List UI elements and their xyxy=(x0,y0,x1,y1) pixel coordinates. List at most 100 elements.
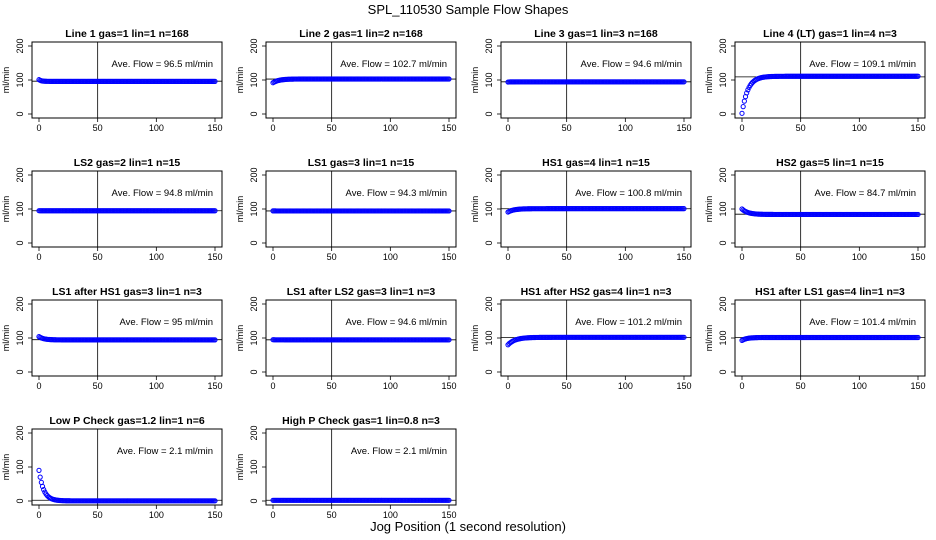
x-tick-label: 50 xyxy=(562,123,572,133)
x-tick-label: 100 xyxy=(618,252,633,262)
y-tick-label: 0 xyxy=(484,369,494,374)
figure-title: SPL_110530 Sample Flow Shapes xyxy=(368,2,569,17)
panel-title: HS1 after LS1 gas=4 lin=1 n=3 xyxy=(755,286,905,298)
y-tick-label: 200 xyxy=(249,425,259,440)
panel-2: Line 2 gas=1 lin=2 n=168 0 50 100 150 0 100 200… xyxy=(235,28,457,133)
y-tick-label: 100 xyxy=(484,201,494,216)
y-tick-label: 0 xyxy=(249,498,259,503)
plot-frame xyxy=(265,428,457,506)
average-annotation: Ave. Flow = 101.4 ml/min xyxy=(809,317,916,328)
data-point xyxy=(212,337,218,343)
data-point xyxy=(212,208,218,214)
y-tick-label: 200 xyxy=(249,38,259,53)
data-points xyxy=(36,334,218,343)
y-tick-label: 0 xyxy=(249,111,259,116)
data-point xyxy=(739,110,745,116)
x-tick-label: 50 xyxy=(327,510,337,520)
panel-title: LS2 gas=2 lin=1 n=15 xyxy=(74,157,181,169)
x-tick-label: 150 xyxy=(676,381,691,391)
data-point xyxy=(446,497,452,503)
x-tick-label: 50 xyxy=(327,252,337,262)
y-tick-label: 100 xyxy=(484,330,494,345)
y-tick-label: 100 xyxy=(718,201,728,216)
data-points xyxy=(739,73,921,116)
panels: Line 1 gas=1 lin=1 n=168 0 50 100 150 0 100 200… xyxy=(1,28,926,520)
y-tick-label: 100 xyxy=(249,201,259,216)
data-point xyxy=(36,467,42,473)
y-tick-label: 200 xyxy=(718,296,728,311)
x-tick-label: 150 xyxy=(207,252,222,262)
average-annotation: Ave. Flow = 96.5 ml/min xyxy=(112,59,213,70)
average-annotation: Ave. Flow = 94.3 ml/min xyxy=(346,188,447,199)
average-annotation: Ave. Flow = 84.7 ml/min xyxy=(815,188,916,199)
panel-title: LS1 gas=3 lin=1 n=15 xyxy=(308,157,415,169)
data-point xyxy=(741,98,747,104)
y-tick-label: 100 xyxy=(249,330,259,345)
y-axis-label: ml/min xyxy=(470,325,480,352)
average-annotation: Ave. Flow = 94.6 ml/min xyxy=(581,59,682,70)
data-points xyxy=(739,334,921,343)
x-tick-label: 100 xyxy=(149,510,164,520)
panel-title: Line 3 gas=1 lin=3 n=168 xyxy=(534,28,658,40)
panel-8: HS2 gas=5 lin=1 n=15 0 50 100 150 0 100 200 ml/m… xyxy=(704,157,926,262)
x-tick-label: 100 xyxy=(383,252,398,262)
panel-title: HS1 after HS2 gas=4 lin=1 n=3 xyxy=(521,286,672,298)
panel-title: LS1 after LS2 gas=3 lin=1 n=3 xyxy=(287,286,436,298)
x-tick-label: 0 xyxy=(36,510,41,520)
data-points xyxy=(36,208,218,214)
x-tick-label: 100 xyxy=(149,123,164,133)
x-tick-label: 100 xyxy=(149,252,164,262)
x-tick-label: 100 xyxy=(852,381,867,391)
plot-frame xyxy=(734,170,926,248)
x-tick-label: 100 xyxy=(618,381,633,391)
x-tick-label: 100 xyxy=(149,381,164,391)
y-tick-label: 200 xyxy=(15,167,25,182)
average-annotation: Ave. Flow = 109.1 ml/min xyxy=(809,59,916,70)
x-tick-label: 50 xyxy=(93,252,103,262)
y-axis-label: ml/min xyxy=(704,67,714,94)
x-tick-label: 0 xyxy=(36,123,41,133)
x-tick-label: 0 xyxy=(505,381,510,391)
y-tick-label: 200 xyxy=(484,167,494,182)
panel-5: LS2 gas=2 lin=1 n=15 0 50 100 150 0 100 200 ml/m… xyxy=(1,157,223,262)
x-tick-label: 50 xyxy=(327,123,337,133)
x-tick-label: 100 xyxy=(852,252,867,262)
x-tick-label: 50 xyxy=(93,510,103,520)
y-tick-label: 100 xyxy=(718,72,728,87)
panel-title: HS1 gas=4 lin=1 n=15 xyxy=(542,157,650,169)
y-tick-label: 0 xyxy=(15,369,25,374)
panel-12: HS1 after LS1 gas=4 lin=1 n=3 0 50 100 150 0 1… xyxy=(704,286,926,391)
data-points xyxy=(270,337,452,343)
data-point xyxy=(740,104,746,110)
x-tick-label: 50 xyxy=(562,381,572,391)
data-points xyxy=(270,208,452,214)
x-tick-label: 150 xyxy=(441,381,456,391)
y-axis-label: ml/min xyxy=(1,325,11,352)
y-tick-label: 0 xyxy=(15,498,25,503)
y-axis-label: ml/min xyxy=(235,196,245,223)
y-tick-label: 100 xyxy=(484,72,494,87)
data-points xyxy=(270,76,452,86)
data-point xyxy=(681,334,687,340)
y-tick-label: 200 xyxy=(15,425,25,440)
y-axis-label: ml/min xyxy=(704,196,714,223)
y-axis-label: ml/min xyxy=(235,325,245,352)
data-points xyxy=(505,206,687,215)
x-tick-label: 150 xyxy=(676,123,691,133)
x-tick-label: 0 xyxy=(739,381,744,391)
y-tick-label: 200 xyxy=(484,296,494,311)
x-tick-label: 50 xyxy=(796,123,806,133)
data-points xyxy=(739,206,921,218)
panel-6: LS1 gas=3 lin=1 n=15 0 50 100 150 0 100 200 ml/m… xyxy=(235,157,457,262)
y-tick-label: 0 xyxy=(249,240,259,245)
data-points xyxy=(505,334,687,348)
y-tick-label: 200 xyxy=(718,38,728,53)
data-point xyxy=(745,87,751,93)
panel-14: High P Check gas=1 lin=0.8 n=3 0 50 100 150 0… xyxy=(235,415,457,520)
data-point xyxy=(212,78,218,84)
y-tick-label: 0 xyxy=(484,111,494,116)
data-point xyxy=(37,474,43,480)
panel-7: HS1 gas=4 lin=1 n=15 0 50 100 150 0 100 200 ml/m… xyxy=(470,157,692,262)
x-tick-label: 100 xyxy=(618,123,633,133)
